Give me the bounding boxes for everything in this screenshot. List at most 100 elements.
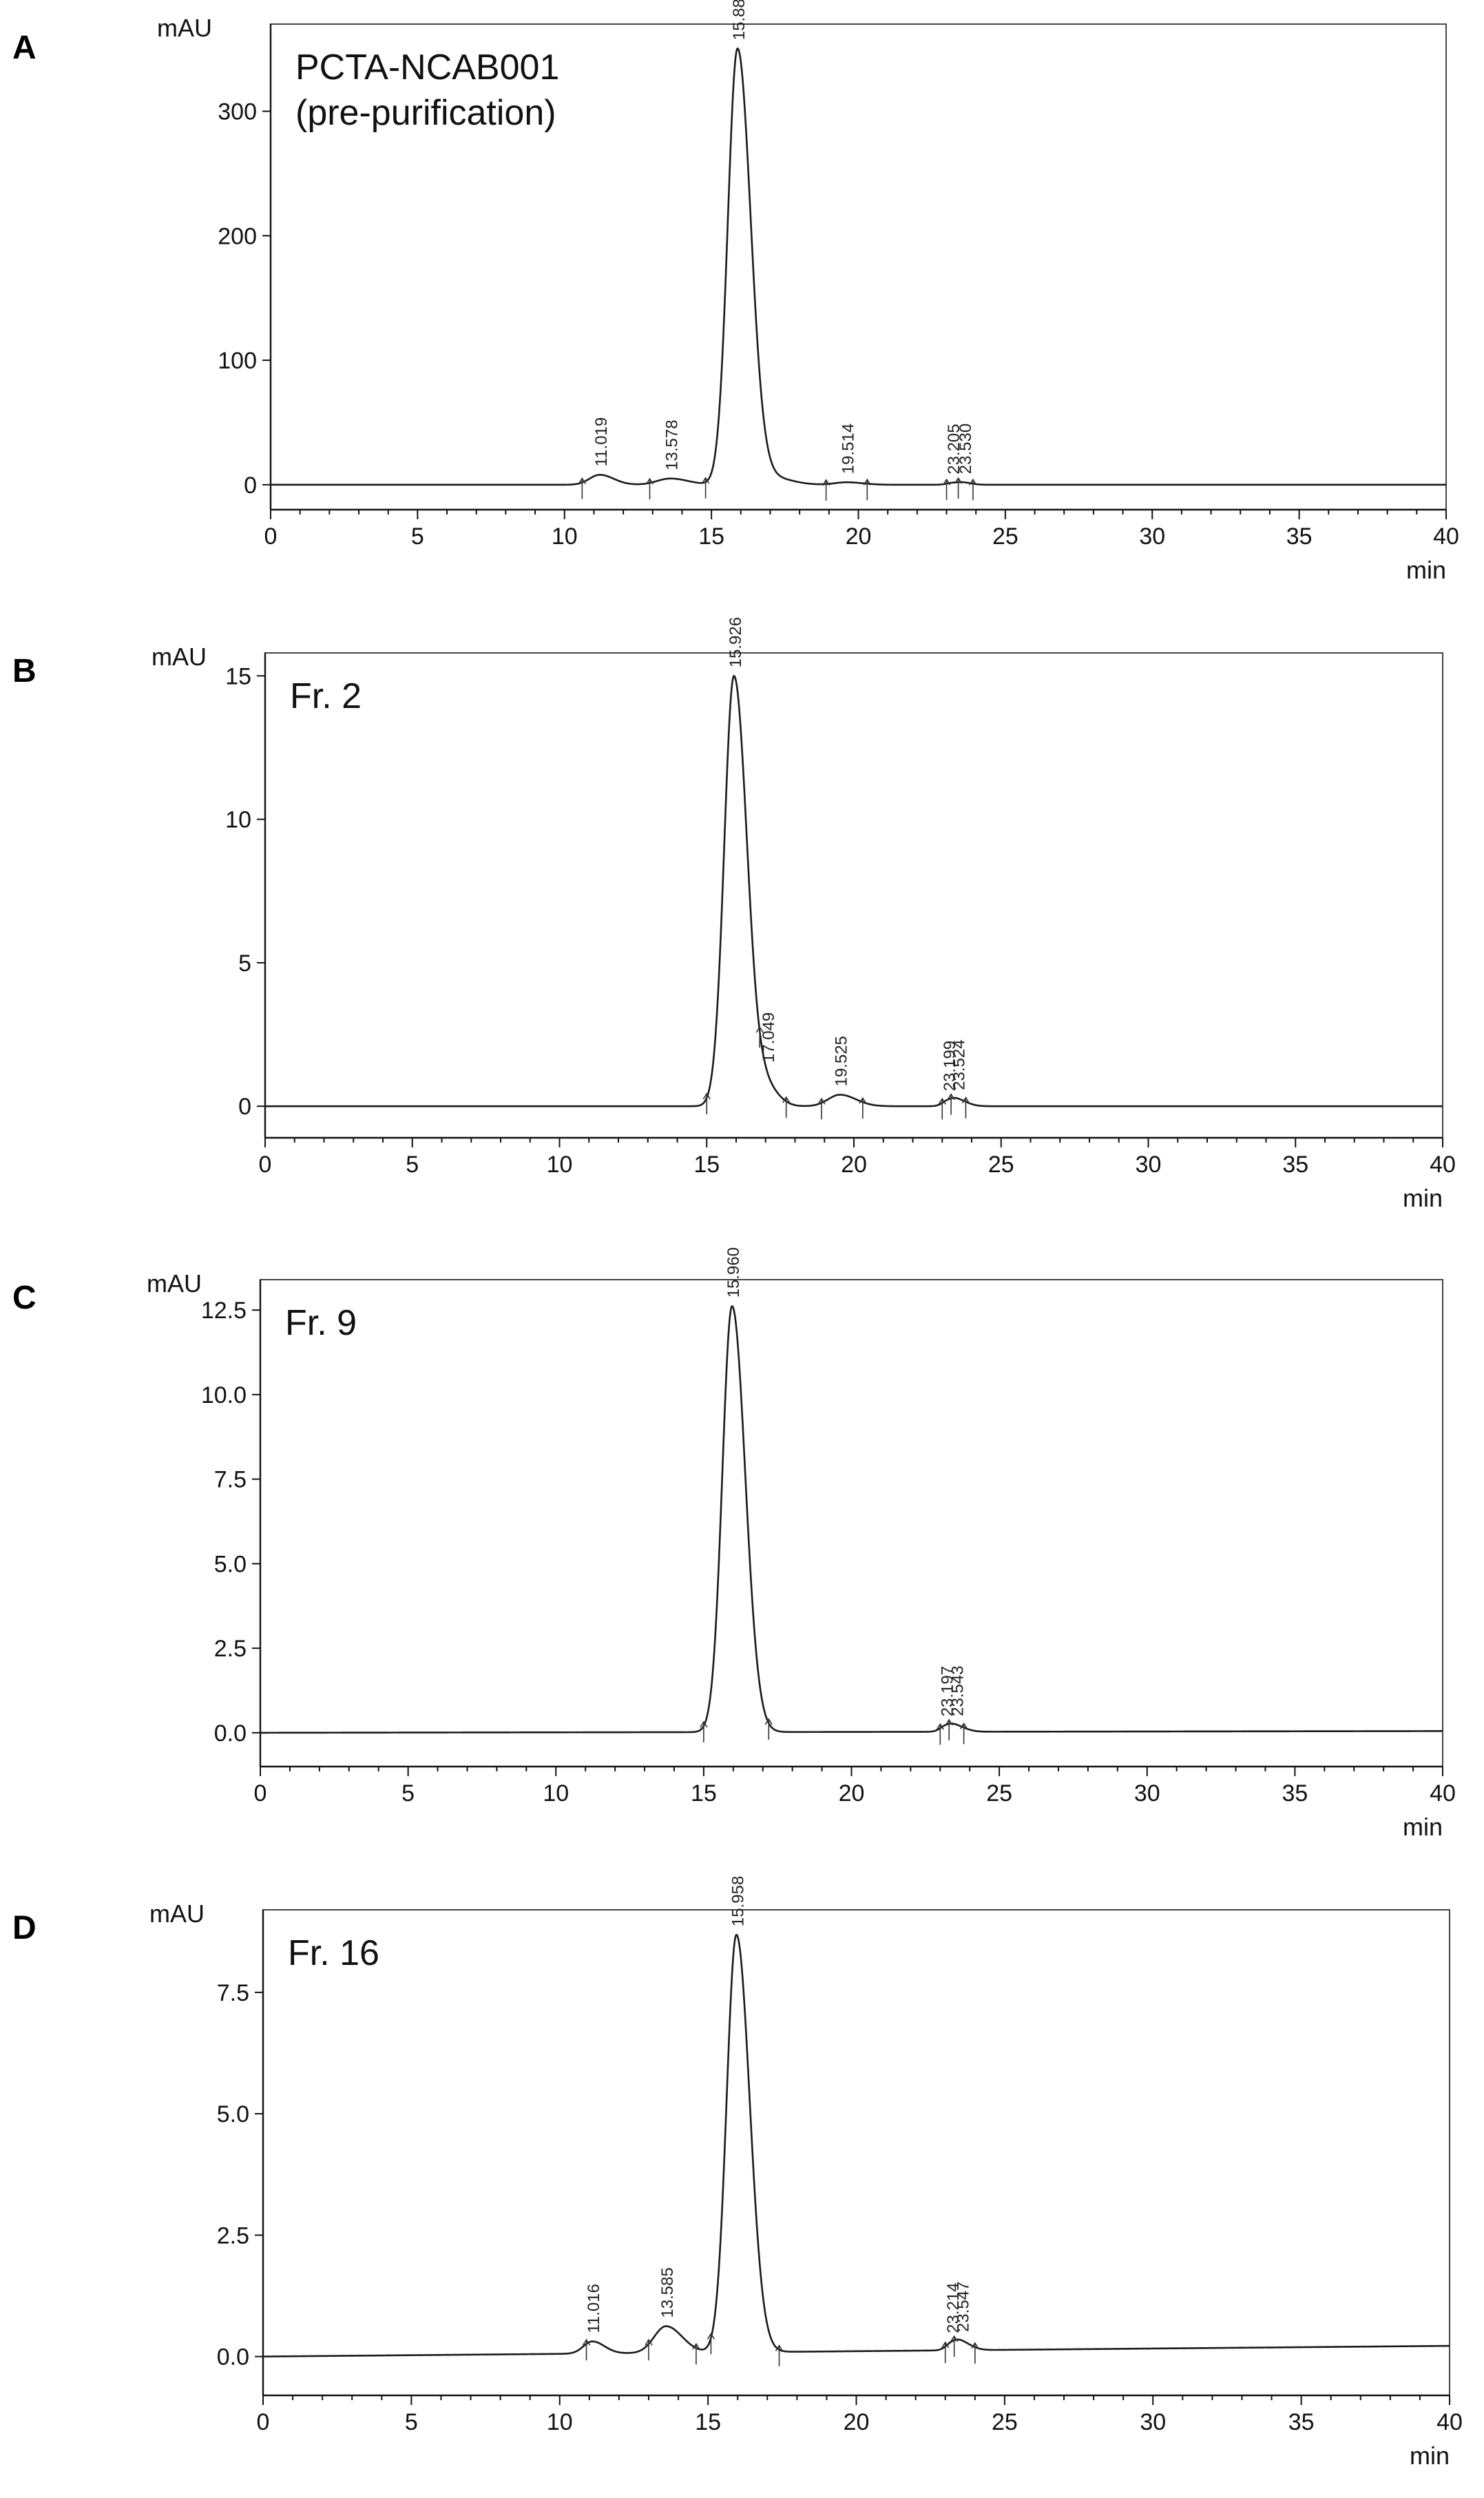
integration-marker	[817, 1097, 826, 1120]
y-tick-label: 10.0	[201, 1382, 247, 1408]
integration-marker	[692, 2342, 700, 2365]
x-unit-label: min	[1403, 1184, 1443, 1212]
y-tick-label: 5	[238, 950, 251, 977]
y-tick-label: 200	[218, 223, 257, 249]
peak-label: 13.585	[658, 2267, 677, 2318]
sample-label: PCTA-NCAB001	[295, 48, 559, 87]
x-tick-label: 0	[259, 1152, 272, 1178]
integration-marker	[971, 2342, 979, 2364]
y-tick-label: 2.5	[214, 1636, 247, 1662]
x-tick-label: 15	[695, 2409, 721, 2435]
peak-label: 23.543	[949, 1665, 968, 1716]
x-tick-label: 0	[264, 523, 278, 550]
peak-label: 11.016	[585, 2284, 603, 2333]
integration-marker	[701, 477, 710, 499]
peak-label: 11.019	[592, 417, 611, 467]
x-tick-label: 5	[405, 2409, 418, 2435]
peak-label: 23.547	[954, 2282, 972, 2332]
y-tick-label: 2.5	[217, 2223, 249, 2249]
panel-letter: C	[12, 1280, 36, 1316]
peak-label: 13.578	[662, 419, 681, 470]
x-tick-label: 30	[1134, 1780, 1160, 1807]
integration-marker	[950, 2335, 959, 2358]
y-tick-label: 0	[238, 1094, 251, 1120]
y-unit-label: mAU	[157, 14, 212, 42]
x-tick-label: 5	[411, 523, 424, 550]
sample-label: Fr. 9	[285, 1303, 357, 1343]
integration-marker	[938, 1097, 946, 1120]
peak-label: 23.214	[944, 2282, 963, 2333]
panel-letter: D	[12, 1910, 36, 1946]
y-tick-label: 10	[225, 807, 251, 833]
x-tick-label: 20	[844, 2409, 870, 2435]
peak-label: 23.197	[939, 1666, 957, 1716]
integration-marker	[645, 2338, 653, 2361]
integration-marker	[863, 478, 871, 501]
peak-label: 23.199	[941, 1041, 959, 1091]
peak-label: 19.514	[839, 424, 857, 474]
peak-label: 15.888	[730, 0, 749, 40]
x-tick-label: 35	[1288, 2409, 1315, 2435]
x-tick-label: 40	[1433, 523, 1459, 550]
integration-marker	[941, 2341, 950, 2363]
x-tick-label: 40	[1430, 1152, 1456, 1178]
plot-frame	[260, 1279, 1443, 1767]
integration-marker	[764, 1718, 773, 1740]
x-tick-label: 40	[1436, 2409, 1463, 2435]
integration-marker	[947, 1093, 955, 1115]
peak-label: 19.525	[833, 1036, 851, 1086]
x-tick-label: 10	[547, 2409, 573, 2435]
y-unit-label: mAU	[149, 1899, 205, 1928]
integration-marker	[969, 478, 977, 501]
y-tick-label: 15	[225, 663, 251, 689]
x-tick-label: 35	[1282, 1780, 1308, 1807]
x-tick-label: 15	[691, 1780, 717, 1807]
y-unit-label: mAU	[151, 643, 207, 671]
chromatogram-trace	[262, 1933, 1450, 2358]
integration-marker	[702, 1092, 711, 1114]
x-tick-label: 10	[552, 523, 578, 550]
x-tick-label: 20	[839, 1780, 865, 1807]
peak-label: 17.049	[760, 1012, 778, 1063]
integration-marker	[645, 477, 654, 500]
integration-marker	[700, 1720, 708, 1742]
x-tick-label: 30	[1140, 2409, 1166, 2435]
x-tick-label: 15	[698, 523, 724, 550]
sample-label: Fr. 2	[290, 676, 362, 716]
y-tick-label: 300	[218, 99, 257, 125]
x-tick-label: 0	[254, 1780, 267, 1807]
integration-marker	[822, 479, 830, 501]
x-tick-label: 25	[988, 1152, 1014, 1178]
x-tick-label: 10	[543, 1780, 569, 1807]
peak-label: 23.205	[945, 424, 963, 474]
peak-label: 23.530	[957, 424, 975, 474]
y-tick-label: 0.0	[214, 1720, 247, 1747]
x-tick-label: 20	[846, 523, 872, 550]
x-tick-label: 30	[1139, 523, 1165, 550]
x-tick-label: 25	[992, 2409, 1018, 2435]
x-unit-label: min	[1406, 556, 1446, 584]
x-tick-label: 25	[986, 1780, 1012, 1807]
x-tick-label: 5	[401, 1780, 415, 1807]
peak-label: 15.958	[729, 1876, 747, 1926]
chromatogram-trace	[264, 675, 1443, 1107]
x-tick-label: 25	[992, 523, 1018, 550]
integration-marker	[936, 1722, 944, 1745]
y-tick-label: 0.0	[217, 2344, 249, 2371]
integration-marker	[954, 477, 963, 499]
peak-label: 15.960	[724, 1247, 743, 1298]
panel-letter: A	[12, 30, 36, 66]
integration-marker	[961, 1096, 970, 1118]
x-tick-label: 30	[1136, 1152, 1162, 1178]
y-tick-label: 5.0	[217, 2101, 249, 2127]
x-tick-label: 35	[1282, 1152, 1308, 1178]
y-unit-label: mAU	[147, 1269, 202, 1298]
sample-label: (pre-purification)	[295, 93, 556, 133]
integration-marker	[775, 2344, 784, 2366]
integration-marker	[942, 478, 951, 501]
peak-label: 15.926	[727, 617, 745, 667]
